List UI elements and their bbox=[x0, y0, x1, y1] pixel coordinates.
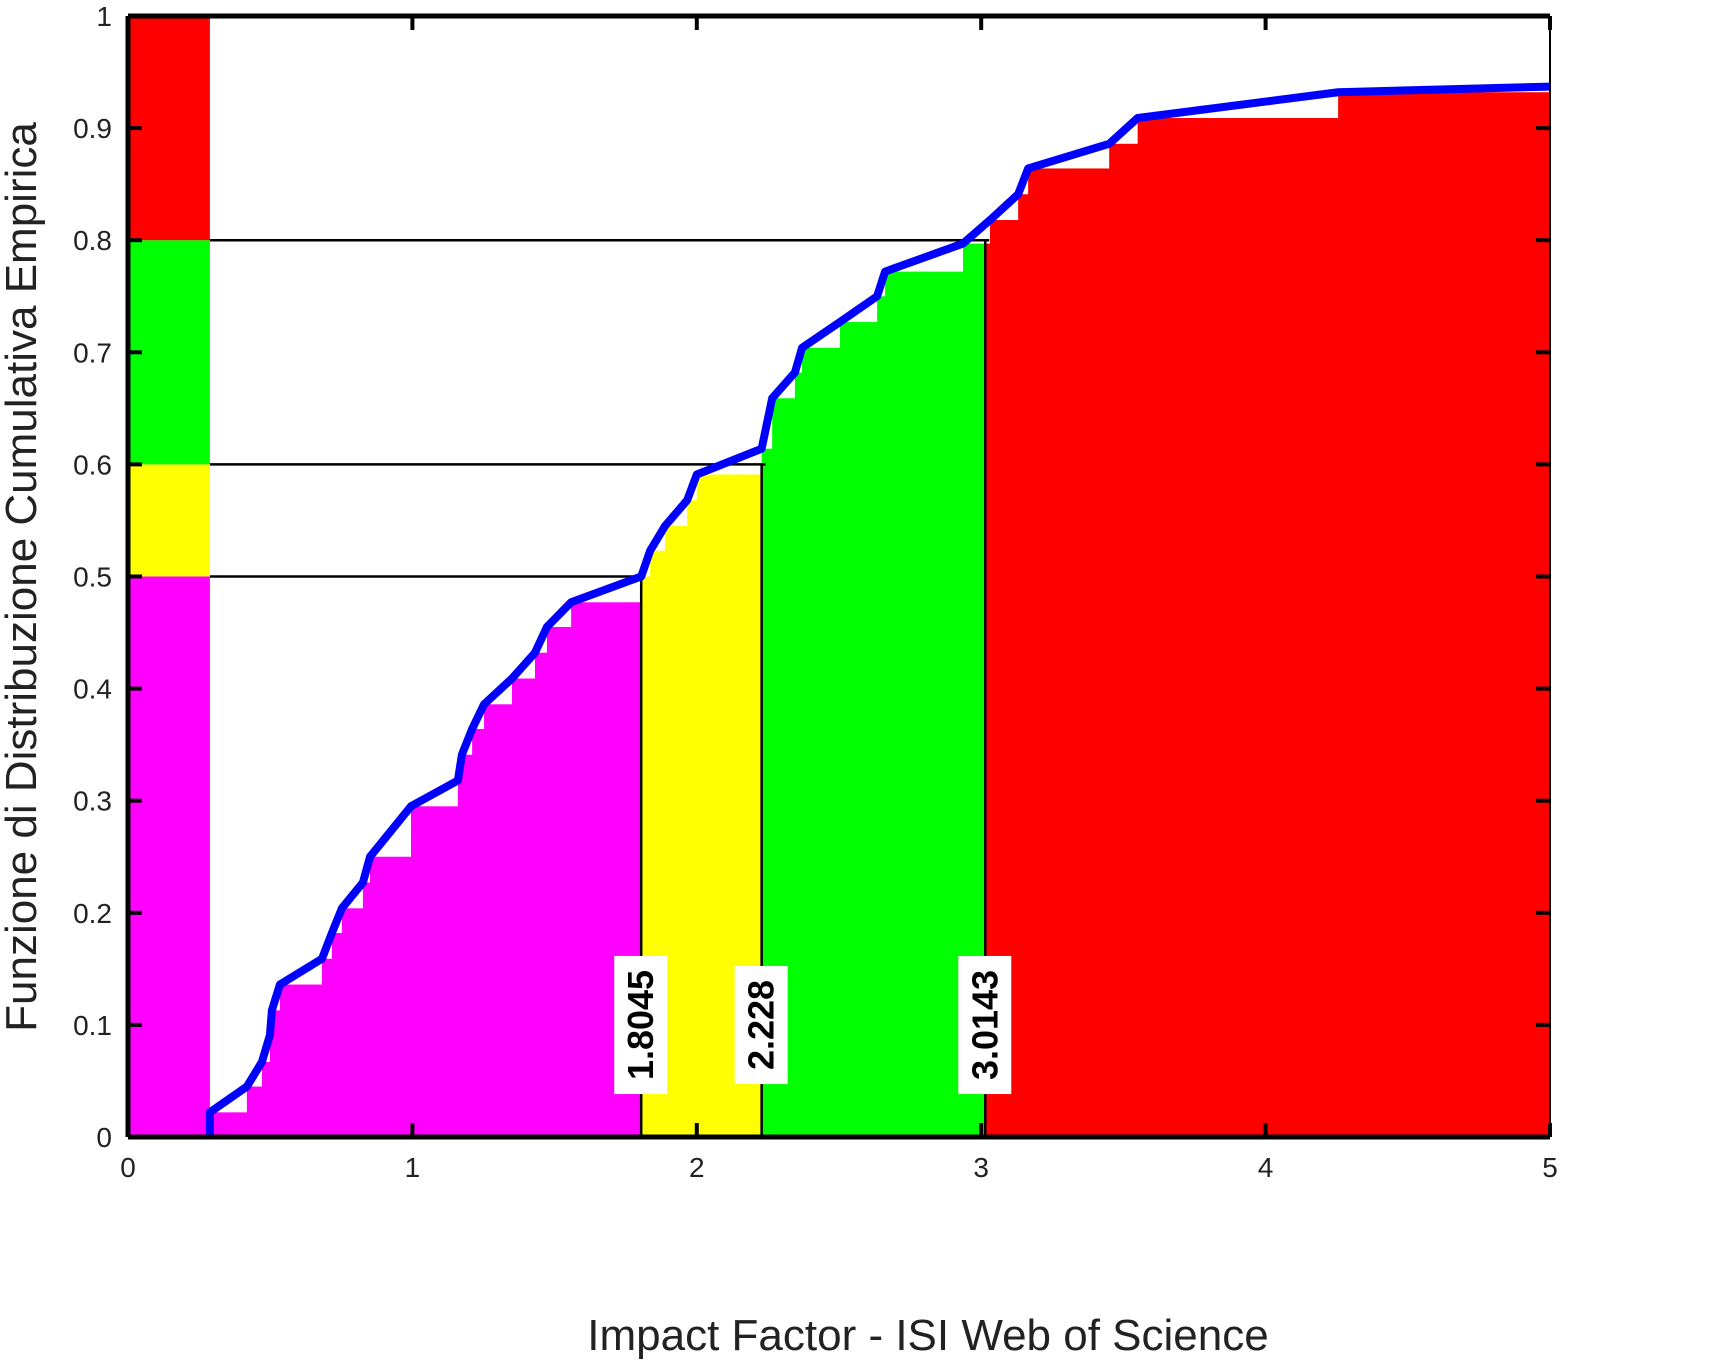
step-fill bbox=[1028, 168, 1110, 1137]
x-tick-label: 4 bbox=[1258, 1152, 1274, 1183]
step-fill bbox=[772, 398, 796, 1137]
quantile-band bbox=[128, 464, 210, 577]
x-tick-label: 1 bbox=[405, 1152, 421, 1183]
step-fill bbox=[641, 576, 651, 1137]
step-fill bbox=[802, 347, 841, 1137]
threshold-label: 1.8045 bbox=[614, 955, 668, 1095]
x-tick-label: 2 bbox=[689, 1152, 705, 1183]
step-fill bbox=[246, 1086, 263, 1137]
step-fill bbox=[687, 500, 698, 1138]
step-fill bbox=[410, 806, 459, 1137]
threshold-label: 2.228 bbox=[734, 965, 788, 1085]
axes: 0 1 2 3 4 5 0 0.1 0.2 0.3 0.4 0.5 0.6 0.7 0.8 0.9 1 bbox=[73, 1, 1558, 1183]
step-fill bbox=[877, 296, 886, 1137]
y-tick-label: 0.4 bbox=[73, 674, 112, 705]
step-fill bbox=[962, 243, 986, 1138]
step-fill bbox=[261, 1061, 271, 1137]
threshold-value: 3.0143 bbox=[964, 970, 1005, 1080]
step-fill bbox=[1338, 92, 1551, 1137]
threshold-value: 1.8045 bbox=[620, 970, 661, 1080]
y-tick-label: 0.9 bbox=[73, 113, 112, 144]
step-fill bbox=[885, 271, 964, 1137]
curve-layer: 1.8045 2.228 3.0143 bbox=[205, 82, 1551, 1137]
y-tick-label: 1 bbox=[96, 1, 112, 32]
step-fill bbox=[271, 1010, 281, 1137]
ecdf-line bbox=[205, 82, 1551, 1137]
step-fill bbox=[511, 678, 536, 1137]
step-fill bbox=[1018, 194, 1029, 1137]
y-tick-label: 0.5 bbox=[73, 562, 112, 593]
step-fill bbox=[534, 652, 548, 1137]
step-fill bbox=[341, 908, 364, 1137]
step-fill bbox=[546, 626, 572, 1137]
step-fill bbox=[370, 856, 412, 1137]
step-fill bbox=[664, 526, 688, 1137]
y-tick-label: 0.8 bbox=[73, 225, 112, 256]
step-fill bbox=[794, 372, 803, 1137]
step-fill bbox=[472, 728, 485, 1137]
y-axis-label: Funzione di Distribuzione Cumulativa Emp… bbox=[0, 122, 46, 1032]
step-fill bbox=[484, 704, 513, 1137]
y-tick-label: 0.3 bbox=[73, 786, 112, 817]
threshold-label: 3.0143 bbox=[958, 955, 1012, 1095]
x-axis-label: Impact Factor - ISI Web of Science bbox=[587, 1311, 1268, 1360]
step-fill bbox=[761, 448, 773, 1137]
step-fill bbox=[839, 322, 878, 1138]
y-tick-label: 0.1 bbox=[73, 1010, 112, 1041]
threshold-value: 2.228 bbox=[741, 980, 782, 1070]
y-tick-label: 0 bbox=[96, 1122, 112, 1153]
step-fill bbox=[321, 958, 333, 1137]
x-tick-label: 0 bbox=[120, 1152, 136, 1183]
step-fill bbox=[457, 780, 463, 1137]
step-fill bbox=[331, 932, 343, 1137]
step-fill bbox=[279, 984, 323, 1137]
step-fill bbox=[985, 243, 991, 1138]
y-tick-label: 0.7 bbox=[73, 337, 112, 368]
label-box bbox=[958, 955, 1012, 1095]
label-box bbox=[734, 965, 788, 1085]
y-tick-label: 0.2 bbox=[73, 898, 112, 929]
label-box bbox=[614, 955, 668, 1095]
step-fill bbox=[362, 882, 371, 1137]
step-fill bbox=[1137, 118, 1339, 1138]
step-fill bbox=[1109, 143, 1139, 1137]
y-tick-label: 0.6 bbox=[73, 449, 112, 480]
step-fill bbox=[269, 1034, 273, 1137]
quantile-band bbox=[128, 576, 210, 1137]
step-fill bbox=[461, 754, 473, 1137]
x-tick-label: 3 bbox=[973, 1152, 989, 1183]
step-fill bbox=[209, 1112, 248, 1137]
x-tick-label: 5 bbox=[1542, 1152, 1558, 1183]
